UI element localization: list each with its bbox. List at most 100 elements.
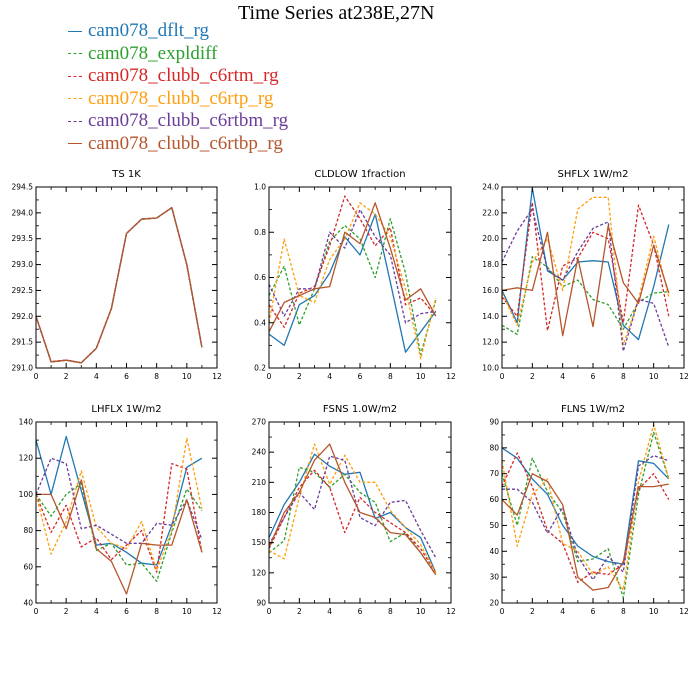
x-tick-label: 6 bbox=[358, 372, 363, 381]
series-line bbox=[501, 423, 670, 591]
x-tick-label: 12 bbox=[446, 607, 456, 616]
chart-title: SHFLX 1W/m2 bbox=[558, 169, 629, 180]
x-tick-label: 4 bbox=[560, 607, 565, 616]
x-tick-label: 12 bbox=[212, 607, 222, 616]
legend-label: cam078_clubb_c6rtbp_rg bbox=[88, 132, 283, 154]
legend-label: cam078_clubb_c6rtp_rg bbox=[88, 87, 274, 109]
x-tick-label: 0 bbox=[267, 607, 272, 616]
chart-title: TS 1K bbox=[111, 169, 141, 180]
legend-swatch bbox=[68, 53, 82, 55]
legend-item: cam078_clubb_c6rtbp_rg bbox=[68, 133, 288, 156]
y-tick-label: 291.5 bbox=[12, 338, 34, 347]
legend-swatch bbox=[68, 75, 82, 77]
x-tick-label: 0 bbox=[500, 607, 505, 616]
y-tick-label: 292.0 bbox=[12, 312, 34, 321]
legend-label: cam078_clubb_c6rtbm_rg bbox=[88, 110, 289, 131]
plot-frame bbox=[35, 186, 218, 369]
chart-panel: TS 1K 0 2 4 6 8 10 12 291.0 291.5 292.0 292.5 293.0 2… bbox=[12, 169, 222, 381]
series-line bbox=[35, 207, 203, 364]
series-line bbox=[268, 208, 436, 324]
series-line bbox=[501, 208, 670, 352]
chart-panel: SHFLX 1W/m2 0 2 4 6 8 10 12 10.0 12.0 14.0 16.0 18.0… bbox=[482, 169, 689, 381]
y-tick-label: 293.5 bbox=[12, 234, 34, 243]
x-tick-label: 12 bbox=[679, 372, 689, 381]
x-tick-label: 6 bbox=[124, 372, 129, 381]
y-tick-label: 14.0 bbox=[482, 312, 499, 321]
y-tick-label: 50 bbox=[489, 521, 499, 530]
y-tick-label: 270 bbox=[252, 418, 267, 427]
y-tick-label: 240 bbox=[252, 448, 267, 457]
series-line bbox=[268, 195, 437, 328]
plot-frame bbox=[268, 186, 452, 369]
x-tick-label: 10 bbox=[649, 607, 659, 616]
y-tick-label: 140 bbox=[19, 418, 34, 427]
y-tick-label: 80 bbox=[23, 526, 33, 535]
chart-title: FLNS 1W/m2 bbox=[561, 404, 625, 415]
chart-panel: FLNS 1W/m2 0 2 4 6 8 10 12 20 30 40 50 60 70 80 90 bbox=[489, 404, 689, 616]
x-tick-label: 8 bbox=[621, 372, 626, 381]
y-tick-label: 120 bbox=[252, 568, 267, 577]
series-line bbox=[268, 202, 437, 360]
legend-label: cam078_expldiff bbox=[88, 42, 218, 64]
y-tick-label: 80 bbox=[489, 443, 499, 452]
y-tick-label: 100 bbox=[19, 490, 34, 499]
x-tick-label: 10 bbox=[182, 607, 192, 616]
x-tick-label: 4 bbox=[327, 372, 332, 381]
x-tick-label: 0 bbox=[34, 372, 39, 381]
x-tick-label: 2 bbox=[64, 607, 69, 616]
figure-title: Time Series at238E,27N bbox=[238, 2, 435, 24]
series-line bbox=[268, 443, 437, 574]
x-tick-label: 8 bbox=[621, 607, 626, 616]
y-tick-label: 0.6 bbox=[254, 273, 266, 282]
chart-panel: LHFLX 1W/m2 0 2 4 6 8 10 12 40 60 80 100 120 140 bbox=[19, 404, 222, 616]
series-line bbox=[501, 225, 670, 337]
series-line bbox=[35, 482, 203, 582]
y-tick-label: 294.5 bbox=[12, 183, 34, 192]
y-tick-label: 16.0 bbox=[482, 286, 499, 295]
x-tick-label: 10 bbox=[416, 607, 426, 616]
y-tick-label: 40 bbox=[23, 599, 33, 608]
series-line bbox=[35, 207, 203, 364]
x-tick-label: 6 bbox=[591, 372, 596, 381]
series-line bbox=[35, 207, 203, 364]
y-tick-label: 180 bbox=[252, 508, 267, 517]
x-tick-label: 12 bbox=[212, 372, 222, 381]
chart-panel: CLDLOW 1fraction 0 2 4 6 8 10 12 0.2 0.4 0.6 0.8 1.0 bbox=[254, 169, 456, 381]
y-tick-label: 70 bbox=[489, 469, 499, 478]
y-tick-label: 60 bbox=[23, 562, 33, 571]
legend-item: cam078_clubb_c6rtbm_rg bbox=[68, 110, 288, 133]
x-tick-label: 8 bbox=[154, 372, 159, 381]
series-line bbox=[501, 201, 670, 332]
x-tick-label: 6 bbox=[358, 607, 363, 616]
y-tick-label: 150 bbox=[252, 538, 267, 547]
x-tick-label: 2 bbox=[530, 372, 535, 381]
y-tick-label: 40 bbox=[489, 547, 499, 556]
y-tick-label: 1.0 bbox=[254, 183, 266, 192]
legend-item: cam078_clubb_c6rtm_rg bbox=[68, 65, 288, 88]
series-line bbox=[501, 447, 670, 565]
y-tick-label: 90 bbox=[489, 418, 499, 427]
y-tick-label: 120 bbox=[19, 454, 34, 463]
chart-title: LHFLX 1W/m2 bbox=[91, 404, 161, 415]
series-line bbox=[501, 187, 670, 341]
y-tick-label: 90 bbox=[256, 599, 266, 608]
series-line bbox=[35, 207, 203, 364]
series-line bbox=[501, 196, 670, 346]
chart-panel: FSNS 1.0W/m2 0 2 4 6 8 10 12 90 120 150 180 210 240 27… bbox=[252, 404, 456, 616]
series-line bbox=[35, 457, 203, 544]
y-tick-label: 22.0 bbox=[482, 208, 499, 217]
legend-label: cam078_clubb_c6rtm_rg bbox=[88, 65, 279, 86]
x-tick-label: 4 bbox=[94, 372, 99, 381]
x-tick-label: 12 bbox=[446, 372, 456, 381]
y-tick-label: 0.2 bbox=[254, 364, 266, 373]
y-tick-label: 293.0 bbox=[12, 260, 34, 269]
series-line bbox=[268, 213, 437, 353]
series-line bbox=[501, 473, 669, 591]
x-tick-label: 4 bbox=[560, 372, 565, 381]
series-line bbox=[268, 453, 437, 574]
legend-swatch bbox=[68, 30, 82, 32]
x-tick-label: 2 bbox=[297, 607, 302, 616]
y-tick-label: 292.5 bbox=[12, 286, 34, 295]
x-tick-label: 0 bbox=[500, 372, 505, 381]
